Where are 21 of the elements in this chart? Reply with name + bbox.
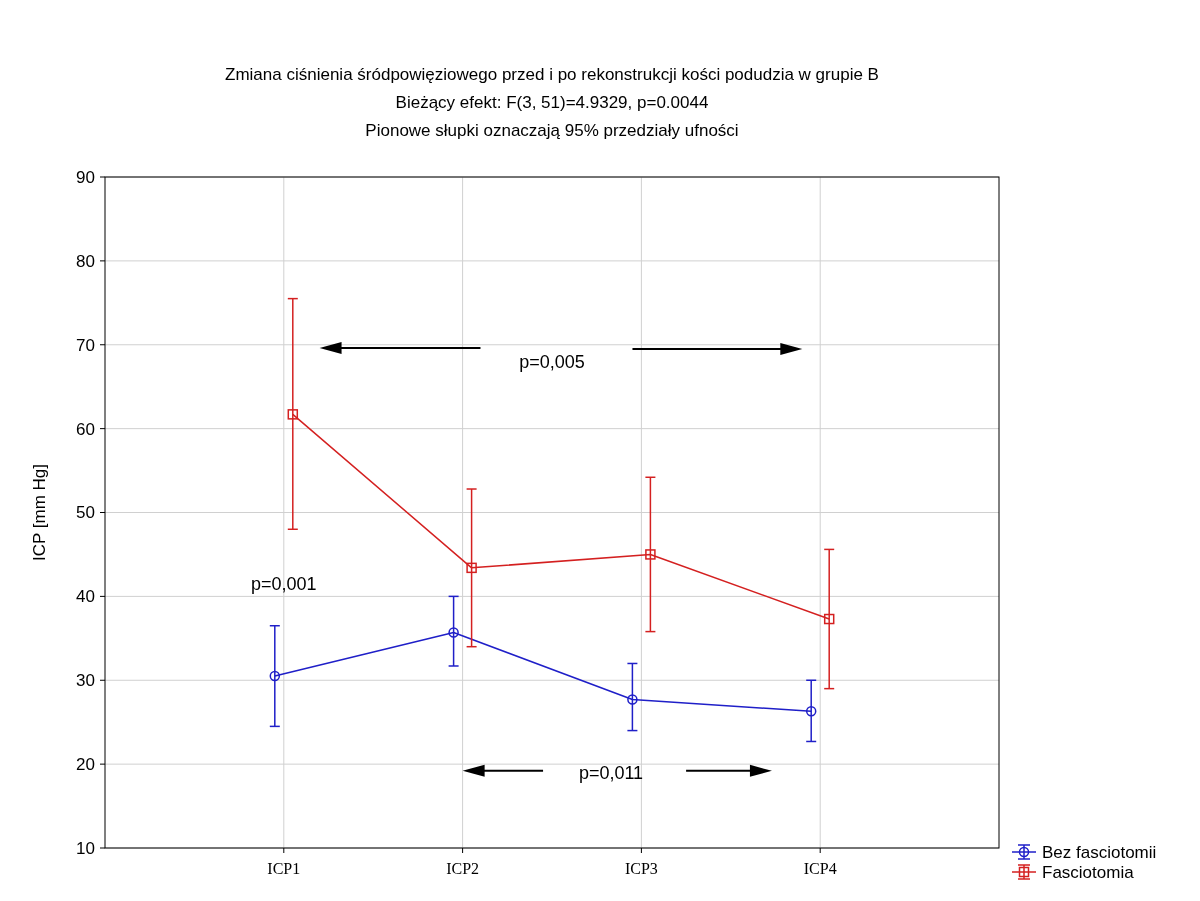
chart-title: Zmiana ciśnienia śródpowięziowego przed i po rekonstrukcji kości podudzia w grupie B <box>225 65 879 84</box>
annotation: p=0,011 <box>578 762 644 783</box>
y-tick-label: 90 <box>76 167 95 187</box>
x-tick-label: ICP3 <box>624 860 658 877</box>
y-axis-title: ICP [mm Hg] <box>30 464 49 561</box>
x-tick-label: ICP4 <box>803 860 837 877</box>
chart-subtitle: Bieżący efekt: F(3, 51)=4.9329, p=0.0044 Pionowe słupki oznaczają 95% przedziały ufności <box>365 93 739 140</box>
x-tick-label: ICP2 <box>446 860 480 877</box>
annotation: p=0,001 <box>251 574 317 595</box>
y-tick-label: 60 <box>76 419 95 439</box>
y-tick-label: 10 <box>76 838 95 858</box>
legend-label: Bez fasciotomii <box>1042 842 1157 862</box>
annotation: p=0,005 <box>519 351 585 372</box>
y-tick-label: 40 <box>76 587 95 607</box>
legend-label: Fasciotomia <box>1042 862 1135 882</box>
x-tick-label: ICP1 <box>267 860 301 877</box>
y-tick-label: 30 <box>76 671 95 691</box>
y-tick-label: 70 <box>76 335 95 355</box>
y-tick-label: 20 <box>76 755 95 775</box>
y-tick-label: 80 <box>76 251 95 271</box>
y-tick-label: 50 <box>76 503 95 523</box>
